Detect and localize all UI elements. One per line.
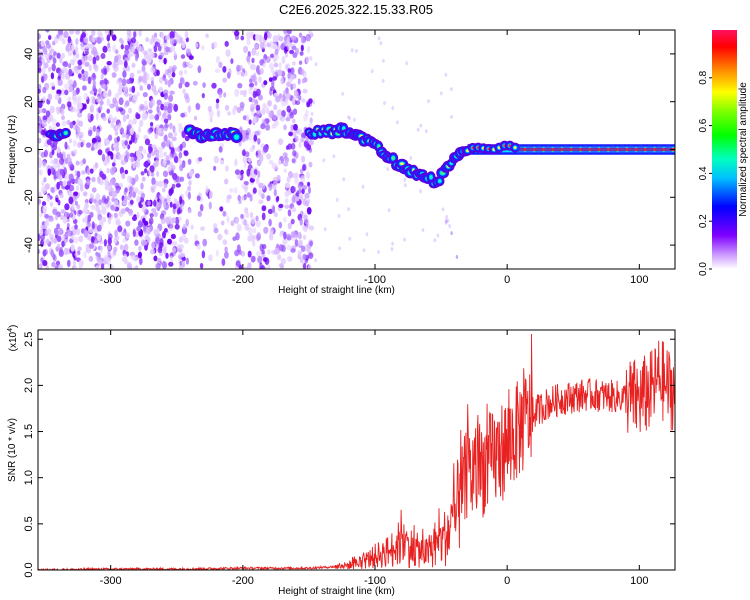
- x-tick-label-top: 100: [630, 274, 648, 286]
- colorbar-label: Normalized spectral amplitude: [738, 82, 749, 217]
- signal-ridge: [45, 122, 675, 260]
- colorbar-tick-label: 0.8: [698, 70, 709, 84]
- y-tick-label-bottom: 1.5: [23, 424, 35, 439]
- y-axis-label-top: Frequency (Hz): [7, 115, 18, 184]
- x-axis-label-top: Height of straight line (km): [278, 285, 395, 296]
- y-axis-label-bottom: SNR (10 * v/v): [7, 418, 18, 482]
- x-tick-label-top: -300: [100, 274, 122, 286]
- figure-title: C2E6.2025.322.15.33.R05: [279, 2, 433, 17]
- y-tick-label-bottom: 0.5: [23, 516, 35, 531]
- x-tick-label-bottom: -200: [232, 575, 254, 587]
- y-tick-label-bottom: 2.5: [23, 332, 35, 347]
- noise-background: [38, 30, 453, 269]
- plot-frame-bottom: [37, 329, 676, 571]
- x-axis-label-bottom: Height of straight line (km): [278, 586, 395, 597]
- y-tick-label-top: 0: [23, 146, 35, 152]
- colorbar-tick-label: 0.0: [698, 262, 709, 276]
- y-tick-label-bottom: 1.0: [23, 470, 35, 485]
- y-scale-factor: (x104): [7, 325, 19, 352]
- y-tick-label-top: -20: [23, 189, 35, 205]
- x-tick-label-top: 0: [504, 274, 510, 286]
- snr-panel: -300 -200 -100 0 100 0.0 0.5 1.0 1.5 2.0 2.5 Height…: [7, 325, 676, 597]
- x-tick-label-top: -100: [364, 274, 386, 286]
- colorbar-tick-label: 0.6: [698, 118, 709, 132]
- colorbar-tick-label: 0.2: [698, 214, 709, 228]
- x-tick-label-bottom: 100: [630, 575, 648, 587]
- y-tick-label-bottom: 0.0: [23, 562, 35, 577]
- colorbar-gradient: [712, 30, 737, 269]
- colorbar: 0.0 0.2 0.4 0.6 0.8 Normalized spectral ampli…: [698, 30, 749, 276]
- y-tick-label-top: 20: [23, 96, 35, 108]
- snr-series-line: [38, 333, 675, 570]
- y-tick-label-top: -40: [23, 237, 35, 253]
- x-tick-label-bottom: 0: [504, 575, 510, 587]
- y-tick-label-top: 40: [23, 48, 35, 60]
- colorbar-tick-label: 0.4: [698, 166, 709, 180]
- x-tick-label-bottom: -100: [364, 575, 386, 587]
- y-tick-label-bottom: 2.0: [23, 378, 35, 393]
- x-tick-label-top: -200: [232, 274, 254, 286]
- x-tick-label-bottom: -300: [100, 575, 122, 587]
